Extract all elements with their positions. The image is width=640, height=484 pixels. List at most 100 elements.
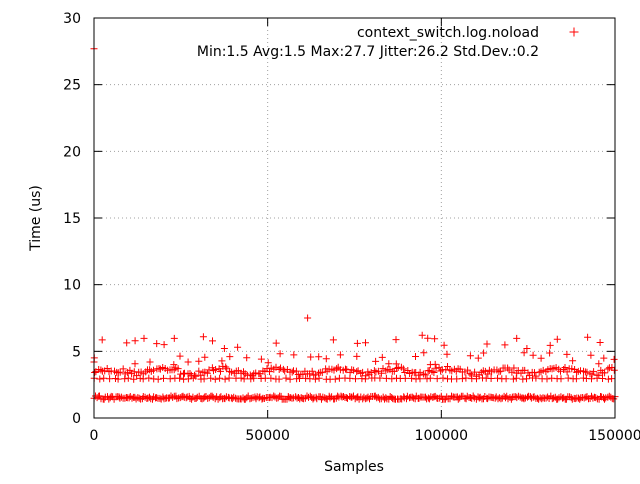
data-point [352, 375, 359, 383]
axis-ticks: 0 5 10 15 20 25 30 0 50000 100000 150000 [63, 11, 640, 444]
data-point [462, 374, 470, 382]
data-point [543, 375, 551, 383]
data-point [91, 369, 99, 376]
data-point [240, 375, 248, 383]
data-point [130, 375, 138, 383]
data-point [431, 360, 439, 368]
data-point [399, 365, 407, 373]
data-point [160, 341, 168, 349]
data-point [430, 369, 438, 376]
data-point [376, 374, 384, 382]
data-point [426, 374, 434, 382]
data-point [532, 372, 540, 380]
data-point [192, 372, 200, 380]
data-point [176, 374, 184, 382]
data-point [362, 339, 369, 347]
data-point [329, 336, 337, 344]
y-tick-label: 0 [72, 411, 81, 427]
data-point [160, 374, 167, 382]
data-point [495, 368, 503, 376]
data-point [274, 394, 282, 402]
data-point [600, 354, 608, 362]
data-point [523, 375, 530, 383]
data-point [484, 395, 492, 403]
data-point [315, 374, 323, 382]
legend-stats: Min:1.5 Avg:1.5 Max:27.7 Jitter:26.2 Std… [197, 44, 539, 60]
x-tick-label: 50000 [245, 428, 290, 444]
data-point [326, 394, 334, 402]
data-point [146, 366, 154, 374]
data-point [272, 339, 280, 347]
data-point [276, 350, 284, 358]
data-point [264, 359, 272, 367]
data-point [529, 351, 537, 359]
data-point [255, 394, 263, 402]
data-point [601, 369, 609, 377]
data-point [509, 375, 517, 383]
data-point [590, 368, 598, 376]
data-point [209, 337, 216, 345]
x-tick-label: 150000 [588, 428, 640, 444]
legend: context_switch.log.noload Min:1.5 Avg:1.… [197, 25, 579, 60]
data-point [340, 393, 347, 400]
data-point [353, 352, 361, 360]
data-point [322, 355, 330, 363]
legend-marker-plus [569, 27, 579, 37]
data-point [474, 354, 482, 362]
data-point [557, 375, 565, 383]
data-point [212, 366, 220, 373]
data-point [166, 375, 174, 383]
data-point [480, 349, 488, 357]
data-point [604, 365, 612, 373]
data-point [169, 393, 177, 401]
data-point [466, 370, 474, 378]
data-point [217, 367, 224, 375]
data-point [454, 395, 462, 403]
data-point [392, 336, 400, 344]
data-point [176, 352, 184, 360]
data-point [195, 367, 203, 375]
data-point [97, 366, 105, 374]
data-point [416, 368, 424, 376]
data-point [553, 335, 561, 343]
data-point [371, 392, 379, 400]
y-tick-label: 25 [63, 78, 81, 94]
y-axis-label: Time (us) [28, 185, 44, 252]
data-point [232, 394, 240, 402]
data-point [483, 340, 491, 348]
data-point [333, 365, 341, 373]
data-point [124, 374, 132, 382]
data-point [583, 368, 591, 376]
data-point [362, 372, 370, 380]
data-point [372, 357, 380, 365]
data-point [252, 369, 260, 377]
data-point [315, 353, 323, 361]
data-point [370, 367, 378, 375]
data-point [103, 365, 111, 372]
data-point [353, 368, 361, 376]
data-point [307, 353, 315, 361]
x-axis-label: Samples [324, 459, 384, 475]
data-point [131, 360, 139, 368]
data-point [195, 357, 203, 365]
data-point [419, 370, 427, 378]
data-point [145, 374, 153, 382]
data-point [440, 341, 448, 349]
data-point [277, 364, 284, 372]
data-point [331, 375, 339, 383]
data-point [401, 374, 409, 382]
data-point [569, 357, 577, 365]
data-point [520, 395, 528, 403]
data-point [170, 361, 178, 369]
data-point [154, 375, 162, 383]
data-point [587, 351, 595, 359]
data-point [114, 375, 122, 383]
data-point [494, 374, 501, 382]
legend-series-name: context_switch.log.noload [357, 25, 539, 41]
data-point [290, 351, 298, 359]
data-point [257, 355, 265, 363]
data-point [96, 375, 104, 383]
data-point [221, 395, 229, 403]
data-point [404, 367, 412, 374]
